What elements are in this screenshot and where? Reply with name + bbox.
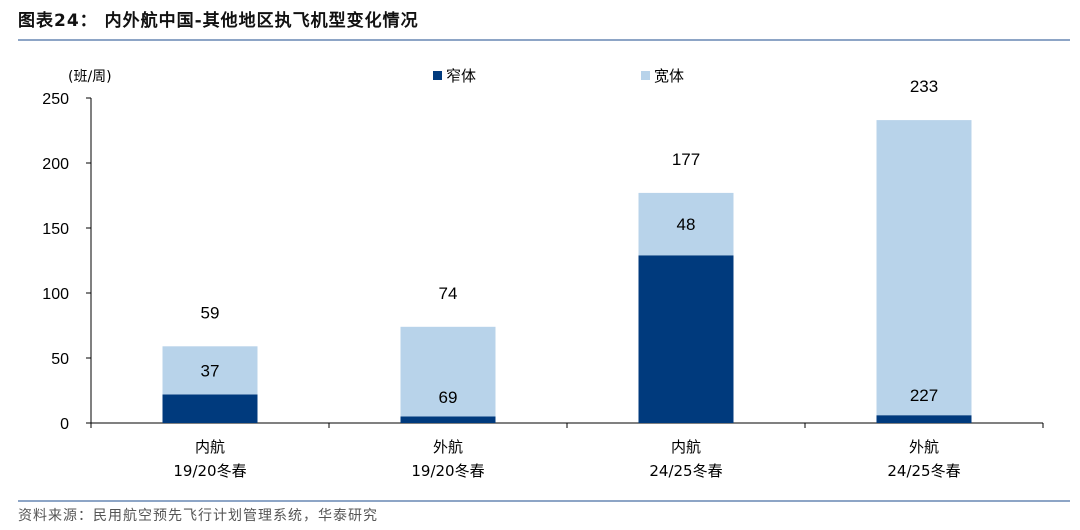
x-category-label: 外航: [433, 438, 463, 456]
y-axis-unit-label: (班/周): [68, 69, 112, 85]
bar-segment-wide: [638, 192, 734, 256]
bar-segment-wide: [162, 346, 258, 395]
total-value-label: 177: [672, 150, 700, 169]
x-category-label: 外航: [909, 438, 939, 456]
source-note: 资料来源：民用航空预先飞行计划管理系统，华泰研究: [18, 508, 378, 524]
total-value-label: 74: [439, 284, 458, 303]
x-category-label: 内航: [195, 438, 225, 456]
legend-label: 宽体: [654, 67, 684, 85]
y-tick-label: 150: [42, 221, 69, 238]
x-category-label: 内航: [671, 438, 701, 456]
x-category-label: 24/25冬春: [649, 462, 722, 480]
segment-value-label: 37: [201, 361, 220, 380]
legend-label: 窄体: [446, 67, 476, 85]
y-tick-label: 200: [42, 156, 69, 173]
title-rule: [18, 39, 1070, 41]
legend-swatch: [433, 71, 442, 80]
bar-segment-narrow: [162, 394, 258, 423]
segment-value-label: 227: [910, 386, 938, 405]
figure-title: 图表24： 内外航中国-其他地区执飞机型变化情况: [18, 11, 419, 31]
x-category-label: 19/20冬春: [173, 462, 246, 480]
bar-segment-narrow: [400, 416, 496, 423]
bar-segment-wide: [400, 326, 496, 417]
bar-segment-narrow: [876, 415, 972, 423]
y-tick-label: 0: [60, 416, 69, 433]
y-tick-label: 250: [42, 91, 69, 108]
bar-segment-narrow: [638, 255, 734, 423]
total-value-label: 233: [910, 77, 938, 96]
stacked-bar-chart: 0 50 100 150 200 250 (班/周) 37 59 内航 19/20冬春 69 74 外航 1…: [42, 67, 1044, 480]
segment-value-label: 48: [677, 215, 696, 234]
segment-value-label: 69: [439, 388, 458, 407]
source-rule: [18, 500, 1070, 502]
x-category-label: 24/25冬春: [887, 462, 960, 480]
y-tick-label: 50: [51, 351, 69, 368]
legend-swatch: [641, 71, 650, 80]
bar-segment-wide: [876, 120, 972, 416]
total-value-label: 59: [201, 303, 220, 322]
x-category-label: 19/20冬春: [411, 462, 484, 480]
y-tick-label: 100: [42, 286, 69, 303]
